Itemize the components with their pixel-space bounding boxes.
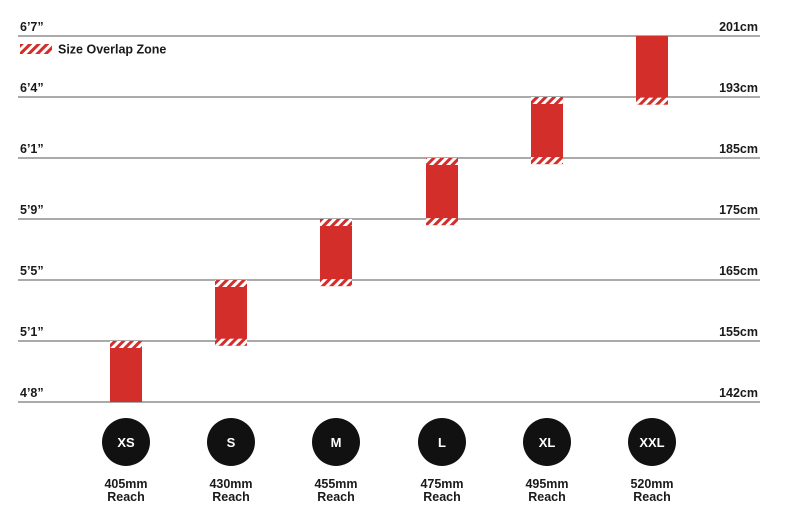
range-bar <box>426 158 458 226</box>
reach-value: 475mm <box>420 477 463 491</box>
size-badge-circle <box>102 418 150 466</box>
y-tick-left: 6’1” <box>20 142 44 156</box>
overlap-zone-top <box>110 341 142 348</box>
y-tick-right: 185cm <box>719 142 758 156</box>
y-tick-right: 175cm <box>719 203 758 217</box>
overlap-zone-bottom <box>320 279 352 287</box>
reach-unit: Reach <box>317 490 355 504</box>
range-bar <box>215 280 247 346</box>
y-tick-right: 193cm <box>719 81 758 95</box>
overlap-zone-top <box>215 280 247 287</box>
legend: Size Overlap Zone <box>20 43 166 57</box>
size-badge-s: S <box>207 418 255 466</box>
reach-unit: Reach <box>212 490 250 504</box>
size-badge-xl: XL <box>523 418 571 466</box>
size-range-s <box>215 280 247 346</box>
y-tick-right: 165cm <box>719 264 758 278</box>
overlap-zone-top <box>320 219 352 226</box>
size-range-m <box>320 219 352 287</box>
overlap-zone-bottom <box>426 218 458 226</box>
y-tick-left: 4’8” <box>20 386 44 400</box>
size-label: XS <box>117 435 135 450</box>
overlap-zone-top <box>531 97 563 104</box>
y-tick-left: 5’1” <box>20 325 44 339</box>
size-badge-circle <box>418 418 466 466</box>
size-range-bars <box>110 36 668 402</box>
size-range-xl <box>531 97 563 165</box>
size-range-xxl <box>636 36 668 105</box>
reach-value: 520mm <box>630 477 673 491</box>
y-axis-left: 6’7” 6’4” 6’1” 5’9” 5’5” 5’1” 4’8” <box>20 20 44 400</box>
size-badge-circle <box>523 418 571 466</box>
reach-value: 455mm <box>314 477 357 491</box>
size-range-xs <box>110 341 142 402</box>
y-tick-right: 155cm <box>719 325 758 339</box>
size-badge-circle <box>312 418 360 466</box>
size-badge-xxl: XXL <box>628 418 676 466</box>
size-range-l <box>426 158 458 226</box>
size-badge-m: M <box>312 418 360 466</box>
y-tick-left: 6’7” <box>20 20 44 34</box>
y-axis-right: 201cm 193cm 185cm 175cm 165cm 155cm 142cm <box>719 20 758 400</box>
y-tick-right: 201cm <box>719 20 758 34</box>
overlap-zone-bottom <box>215 338 247 346</box>
reach-unit: Reach <box>423 490 461 504</box>
range-bar <box>320 219 352 287</box>
y-tick-left: 6’4” <box>20 81 44 95</box>
legend-swatch <box>20 44 52 54</box>
overlap-zone-top <box>426 158 458 165</box>
size-label: S <box>227 435 236 450</box>
reach-labels: 405mmReach430mmReach455mmReach475mmReach… <box>104 477 673 504</box>
size-label: M <box>331 435 342 450</box>
size-label: XXL <box>639 435 664 450</box>
range-bar <box>531 97 563 165</box>
overlap-zone-bottom <box>636 97 668 105</box>
size-label: L <box>438 435 446 450</box>
size-badge-xs: XS <box>102 418 150 466</box>
size-badges: XS S M L XL XXL <box>102 418 676 466</box>
range-bar <box>110 341 142 402</box>
range-bar <box>636 36 668 105</box>
y-tick-right: 142cm <box>719 386 758 400</box>
reach-unit: Reach <box>633 490 671 504</box>
reach-value: 430mm <box>209 477 252 491</box>
size-badge-circle <box>207 418 255 466</box>
reach-value: 495mm <box>525 477 568 491</box>
size-badge-circle <box>628 418 676 466</box>
size-badge-l: L <box>418 418 466 466</box>
legend-label: Size Overlap Zone <box>58 43 166 57</box>
y-tick-left: 5’5” <box>20 264 44 278</box>
reach-unit: Reach <box>107 490 145 504</box>
size-label: XL <box>539 435 556 450</box>
overlap-zone-bottom <box>531 157 563 165</box>
reach-value: 405mm <box>104 477 147 491</box>
reach-unit: Reach <box>528 490 566 504</box>
y-tick-left: 5’9” <box>20 203 44 217</box>
